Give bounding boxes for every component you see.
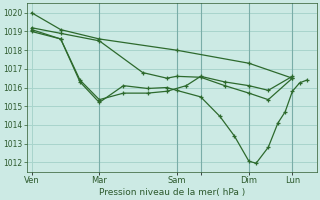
X-axis label: Pression niveau de la mer( hPa ): Pression niveau de la mer( hPa )	[99, 188, 245, 197]
